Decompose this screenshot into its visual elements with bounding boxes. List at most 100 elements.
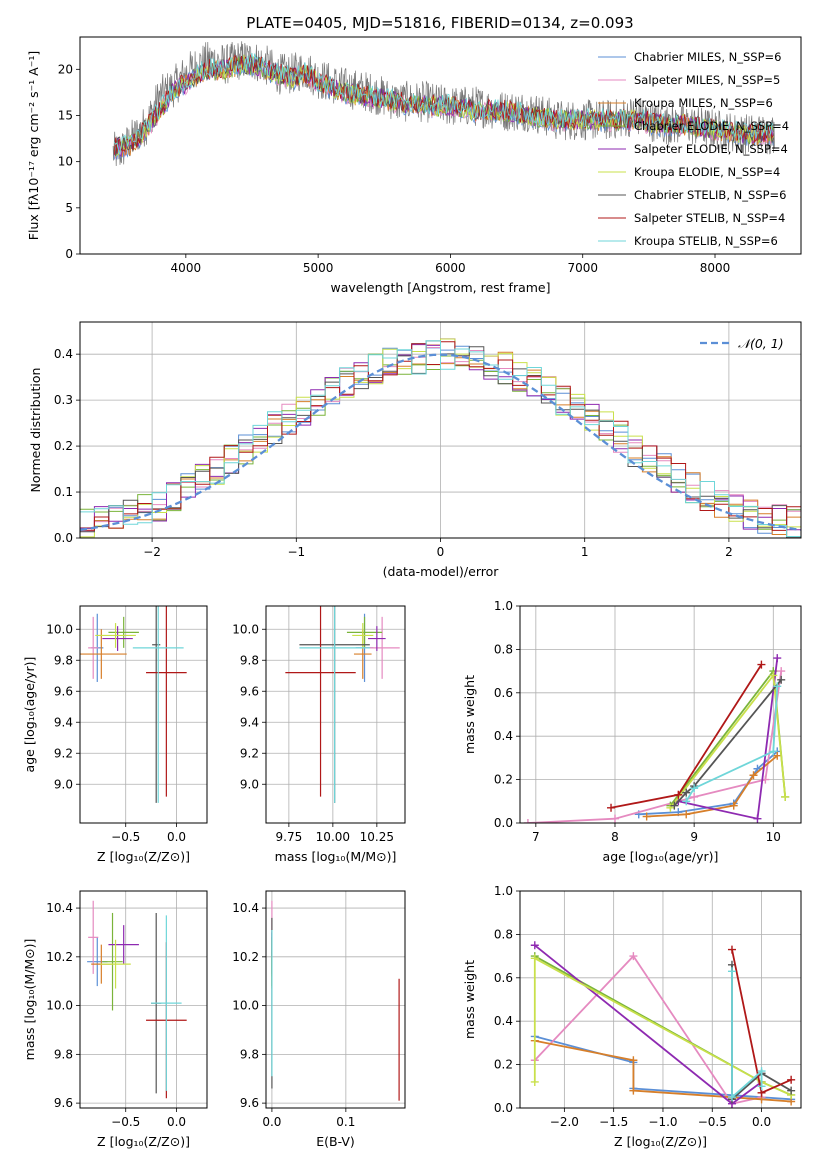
panel-spectrum: 4000 5000 6000 7000 8000 0 5 10 15 20 wavelength […	[26, 36, 802, 295]
legend-label: Chabrier MILES, N_SSP=6	[634, 50, 781, 64]
weight-point-kroupa-miles	[629, 1086, 638, 1095]
weight-point-kroupa-elodie	[530, 954, 539, 963]
x-tick-label: 1	[581, 545, 589, 559]
weight-point-kroupa-elodie	[769, 671, 778, 680]
weight-point-kroupa-miles	[682, 810, 691, 819]
weight-point-kroupa-stelib	[682, 797, 691, 806]
y-tick-label: 9.0	[54, 777, 73, 791]
weight-point-salpeter-miles	[610, 814, 619, 823]
y-tick-label: 1.0	[494, 884, 513, 898]
x-axis-label: Z [log₁₀(Z/Z⊙)]	[97, 849, 190, 864]
x-axis-label: (data-model)/error	[383, 564, 500, 579]
y-tick-label: 9.8	[240, 653, 259, 667]
x-tick-label: 8	[611, 830, 619, 844]
weight-point-kroupa-stelib	[727, 967, 736, 976]
y-tick-label: 0.2	[494, 773, 513, 787]
panel-mass-vs-EBV: 0.0 0.1 9.6 9.8 10.0 10.2 10.4 E(B-V)	[232, 890, 406, 1149]
legend-label: Kroupa ELODIE, N_SSP=4	[634, 165, 780, 179]
x-tick-label: 9	[690, 830, 698, 844]
axes-frame	[79, 36, 802, 255]
panel-mass-vs-Z: −0.5 0.0 9.6 9.8 10.0 10.2 10.4 Z [log₁₀(Z/Z⊙)]…	[22, 890, 208, 1149]
x-tick-label: 5000	[303, 261, 334, 275]
x-tick-label: 0.0	[167, 830, 186, 844]
panel-age-vs-Z: −0.5 0.0 9.0 9.2 9.4 9.6 9.8 10.0 Z [log₁₀(Z/Z⊙)…	[22, 605, 208, 864]
y-tick-label: 10.0	[46, 999, 73, 1013]
x-tick-label: 8000	[700, 261, 731, 275]
y-tick-label: 0.1	[54, 485, 73, 499]
y-tick-label: 10.4	[46, 901, 73, 915]
plot-area-mass-vs-Z	[87, 900, 187, 1099]
x-tick-label: 10.00	[316, 830, 350, 844]
axes-frame	[265, 605, 406, 824]
y-tick-label: 0.6	[494, 686, 513, 700]
weight-point-salpeter-miles	[523, 819, 532, 823]
weight-point-chabrier-stelib	[787, 1086, 796, 1095]
y-tick-label: 9.6	[54, 1096, 73, 1110]
y-tick-label: 20	[58, 62, 73, 76]
weight-point-salpeter-miles	[690, 792, 699, 801]
normal-legend-label: 𝒩(0, 1)	[738, 336, 784, 351]
weight-point-salpeter-stelib	[757, 660, 766, 669]
figure-title: PLATE=0405, MJD=51816, FIBERID=0134, z=0…	[246, 14, 633, 32]
y-tick-label: 10.4	[232, 901, 259, 915]
weight-point-kroupa-elodie	[781, 792, 790, 801]
y-tick-label: 9.6	[240, 1096, 259, 1110]
x-tick-label: −0.5	[111, 830, 140, 844]
x-axis-label: E(B-V)	[316, 1134, 355, 1149]
weight-line-salpeter-miles	[534, 954, 762, 1105]
x-tick-label: −2	[143, 545, 161, 559]
legend-label: Chabrier ELODIE, N_SSP=4	[634, 119, 789, 133]
y-tick-label: 10.2	[46, 950, 73, 964]
x-tick-label: −0.5	[111, 1115, 140, 1129]
weight-line-kroupa-stelib	[685, 686, 779, 802]
weight-point-chabrier-stelib	[670, 801, 679, 810]
weight-point-kroupa-elodie	[530, 1077, 539, 1086]
y-tick-label: 10.0	[232, 999, 259, 1013]
y-tick-label: 0.4	[494, 1014, 513, 1028]
y-tick-label: 5	[65, 201, 73, 215]
weight-point-chabrier-stelib	[682, 788, 691, 797]
weight-point-kroupa-stelib	[769, 747, 778, 756]
legend-label: Salpeter MILES, N_SSP=5	[634, 73, 780, 87]
x-tick-label: 7000	[567, 261, 598, 275]
panel-age-vs-mass: 9.75 10.00 10.25 9.0 9.2 9.4 9.6 9.8 10.0 mass [l…	[232, 605, 406, 864]
x-tick-label: −0.5	[698, 1115, 727, 1129]
y-tick-label: 9.6	[240, 684, 259, 698]
y-tick-label: 10.0	[46, 622, 73, 636]
x-axis-label: wavelength [Angstrom, rest frame]	[330, 280, 550, 295]
legend-label: Chabrier STELIB, N_SSP=6	[634, 188, 786, 202]
y-tick-label: 0.3	[54, 393, 73, 407]
weight-point-salpeter-elodie	[773, 654, 782, 663]
axes-frame	[79, 605, 208, 824]
y-tick-label: 0	[65, 247, 73, 261]
legend-label: Kroupa STELIB, N_SSP=6	[634, 234, 778, 248]
y-axis-label: Normed distribution	[28, 368, 43, 493]
plot-area-weights-vs-age	[523, 654, 790, 823]
y-tick-label: 0.0	[494, 1101, 513, 1115]
y-axis-label: mass [log₁₀(M/M⊙)]	[22, 939, 37, 1061]
weight-point-salpeter-stelib	[674, 790, 683, 799]
axes-frame	[79, 890, 208, 1109]
y-tick-label: 0.4	[54, 347, 73, 361]
x-tick-label: 9.75	[276, 830, 303, 844]
weight-point-salpeter-miles	[629, 952, 638, 961]
y-tick-label: 0.8	[494, 927, 513, 941]
x-axis-label: Z [log₁₀(Z/Z⊙)]	[97, 1134, 190, 1149]
axes-frame	[79, 321, 802, 539]
plot-area-residuals	[80, 338, 801, 538]
plot-area-age-vs-Z	[80, 606, 187, 803]
y-axis-label: Flux [fλ10⁻¹⁷ erg cm⁻² s⁻¹ A⁻¹]	[26, 51, 41, 240]
panel-weights-vs-age: 7 8 9 10 0.0 0.2 0.4 0.6 0.8 1.0 age [log₁₀(age/yr…	[462, 599, 802, 864]
weight-point-kroupa-miles	[773, 751, 782, 760]
panel-weights-vs-Z: −2.0 −1.5 −1.0 −0.5 0.0 0.0 0.2 0.4 0.6 0.8 1.0 Z […	[462, 884, 802, 1149]
y-axis-label: mass weight	[462, 960, 477, 1039]
x-tick-label: 6000	[435, 261, 466, 275]
axes-frame	[265, 890, 406, 1109]
x-tick-label: 0.0	[752, 1115, 771, 1129]
y-axis-label: mass weight	[462, 675, 477, 754]
x-axis-label: Z [log₁₀(Z/Z⊙)]	[614, 1134, 707, 1149]
y-tick-label: 10	[58, 155, 73, 169]
spectrum-legend: Chabrier MILES, N_SSP=6 Salpeter MILES, N…	[598, 50, 789, 248]
weight-point-salpeter-stelib	[727, 945, 736, 954]
